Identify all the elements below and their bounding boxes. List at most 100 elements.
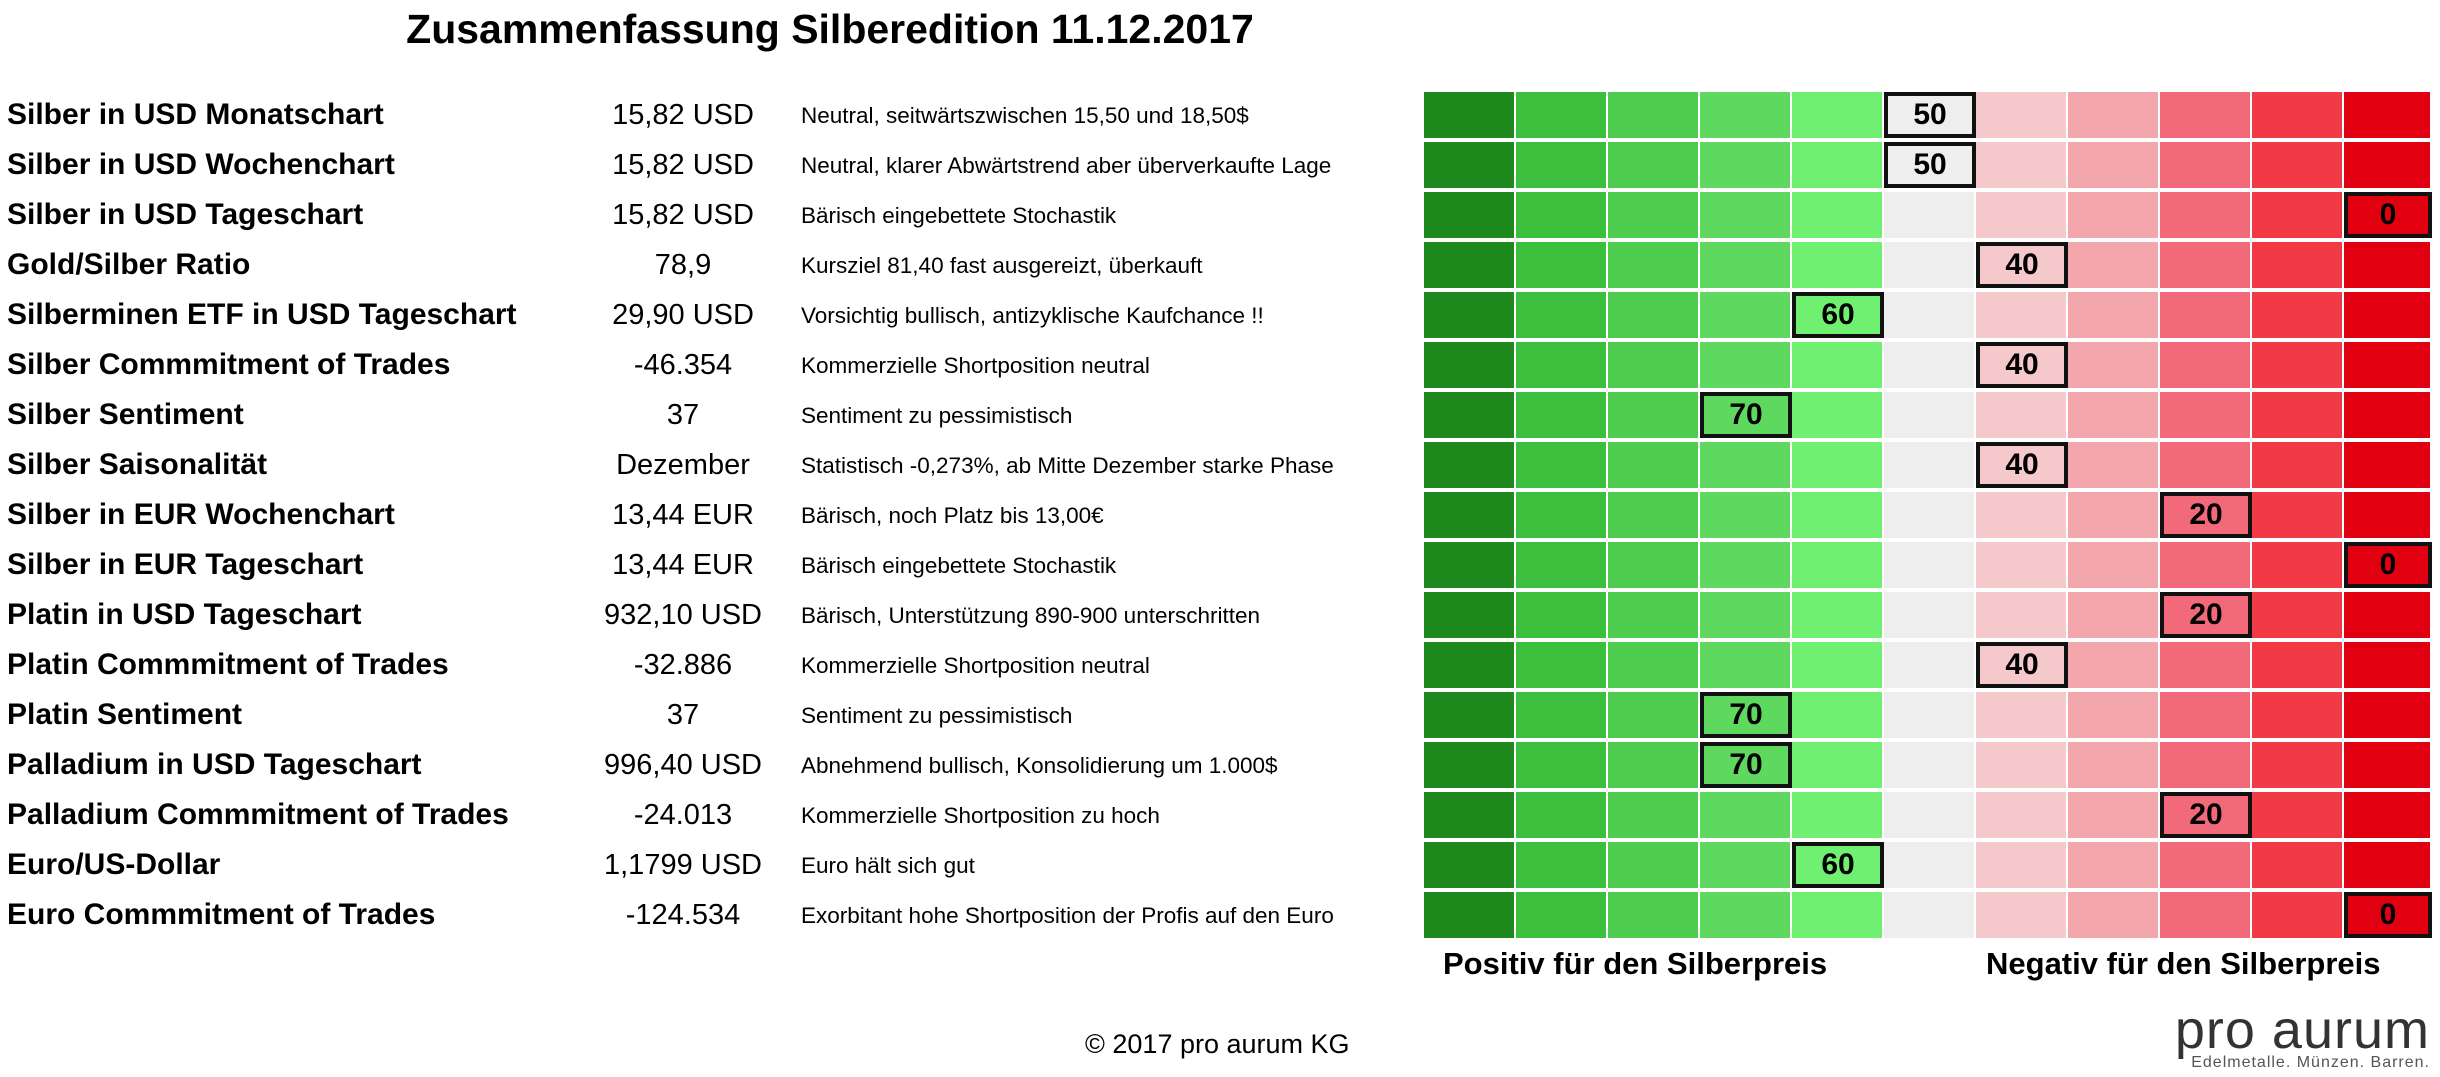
score-marker: 70: [1700, 692, 1792, 738]
rating-segment: [1608, 92, 1700, 138]
row-value: -32.886: [633, 649, 733, 681]
row-label: Silber in USD Monatschart: [7, 98, 384, 131]
rating-segment: [2068, 492, 2160, 538]
rating-segment: [1516, 692, 1608, 738]
row-label: Silber Sentiment: [7, 398, 244, 431]
rating-segment: [2252, 242, 2344, 288]
rating-segment: [1884, 592, 1976, 638]
rating-segment: [1608, 292, 1700, 338]
rating-segment: [1700, 642, 1792, 688]
rating-segment: [1424, 542, 1516, 588]
rating-segment: [2252, 192, 2344, 238]
rating-segment: [1792, 492, 1884, 538]
rating-segment: [2160, 292, 2252, 338]
rating-segment: [1792, 642, 1884, 688]
rating-segment: [2344, 292, 2432, 338]
rating-segment: [1608, 642, 1700, 688]
rating-segment: [2160, 342, 2252, 388]
row-comment: Bärisch, Unterstützung 890-900 unterschr…: [801, 603, 1260, 628]
rating-segment: [1700, 542, 1792, 588]
row-label: Palladium in USD Tageschart: [7, 748, 422, 781]
rating-segment: [1608, 242, 1700, 288]
rating-segment: [1792, 342, 1884, 388]
row-label: Platin Commmitment of Trades: [7, 648, 449, 681]
rating-segment: [1516, 242, 1608, 288]
rating-bar: 50: [1424, 92, 2432, 138]
rating-segment: [1424, 692, 1516, 738]
rating-segment: [1976, 792, 2068, 838]
row-comment: Sentiment zu pessimistisch: [801, 403, 1073, 428]
rating-segment: [2344, 392, 2432, 438]
rating-segment: [2252, 692, 2344, 738]
rating-segment: [1976, 492, 2068, 538]
rating-segment: [2068, 642, 2160, 688]
rating-segment: [1700, 892, 1792, 938]
rating-segment: [1424, 142, 1516, 188]
rating-bar: 40: [1424, 442, 2432, 488]
rating-segment: [2344, 142, 2432, 188]
row-value: 15,82 USD: [612, 149, 754, 181]
rating-segment: [2344, 492, 2432, 538]
rating-bar: 20: [1424, 592, 2432, 638]
rating-bar: 20: [1424, 792, 2432, 838]
rating-segment: [1976, 842, 2068, 888]
rating-segment: [1516, 442, 1608, 488]
rating-segment: [1976, 392, 2068, 438]
rating-segment: [2068, 192, 2160, 238]
rating-segment: [2344, 592, 2432, 638]
row-comment: Kursziel 81,40 fast ausgereizt, überkauf…: [801, 253, 1203, 278]
rating-segment: [1792, 742, 1884, 788]
rating-segment: [2160, 692, 2252, 738]
rating-segment: [1884, 842, 1976, 888]
row-value: 78,9: [654, 249, 712, 281]
rating-segment: [2068, 692, 2160, 738]
rating-segment: [1516, 92, 1608, 138]
rating-segment: [2160, 392, 2252, 438]
rating-segment: [2160, 742, 2252, 788]
rating-segment: [1424, 492, 1516, 538]
rating-segment: [2344, 742, 2432, 788]
row-value: 996,40 USD: [604, 749, 762, 781]
table-row: Silber in USD Tageschart 15,82 USD Bärisch…: [0, 190, 2440, 240]
table-row: Gold/Silber Ratio 78,9 Kursziel 81,40 fast…: [0, 240, 2440, 290]
rating-segment: [1608, 742, 1700, 788]
row-label: Silber in USD Tageschart: [7, 198, 364, 231]
rating-segment: [1700, 592, 1792, 638]
rating-bar: 60: [1424, 292, 2432, 338]
rating-segment: [2344, 842, 2432, 888]
rating-segment: [1516, 292, 1608, 338]
rating-segment: [1424, 242, 1516, 288]
row-comment: Kommerzielle Shortposition neutral: [801, 353, 1150, 378]
rating-segment: [1516, 192, 1608, 238]
row-value: -124.534: [625, 899, 741, 931]
score-marker: 40: [1976, 242, 2068, 288]
row-label: Silber Saisonalität: [7, 448, 268, 481]
rating-segment: [1516, 742, 1608, 788]
score-marker: 20: [2160, 592, 2252, 638]
rating-segment: [2252, 92, 2344, 138]
rating-segment: [1608, 542, 1700, 588]
rating-bar: 40: [1424, 242, 2432, 288]
rating-segment: [2252, 842, 2344, 888]
rating-segment: [1608, 192, 1700, 238]
rating-segment: [1976, 292, 2068, 338]
table-row: Palladium Commmitment of Trades -24.013 Ko…: [0, 790, 2440, 840]
row-comment: Statistisch -0,273%, ab Mitte Dezember s…: [801, 453, 1334, 478]
rating-segment: [1700, 192, 1792, 238]
rating-segment: [2252, 542, 2344, 588]
row-label: Euro/US-Dollar: [7, 848, 221, 881]
logo-name: pro aurum: [2174, 1000, 2430, 1060]
copyright-text: © 2017 pro aurum KG: [1085, 1029, 1350, 1059]
rating-segment: [1700, 242, 1792, 288]
rating-segment: [1516, 392, 1608, 438]
logo-tagline: Edelmetalle. Münzen. Barren.: [2191, 1054, 2430, 1071]
row-comment: Neutral, seitwärtszwischen 15,50 und 18,…: [801, 103, 1249, 128]
rating-segment: [1884, 192, 1976, 238]
rating-segment: [1608, 592, 1700, 638]
rating-segment: [1608, 692, 1700, 738]
row-comment: Exorbitant hohe Shortposition der Profis…: [801, 903, 1334, 928]
rating-segment: [1516, 792, 1608, 838]
row-label: Palladium Commmitment of Trades: [7, 798, 509, 831]
rating-segment: [2160, 642, 2252, 688]
rating-segment: [1424, 892, 1516, 938]
